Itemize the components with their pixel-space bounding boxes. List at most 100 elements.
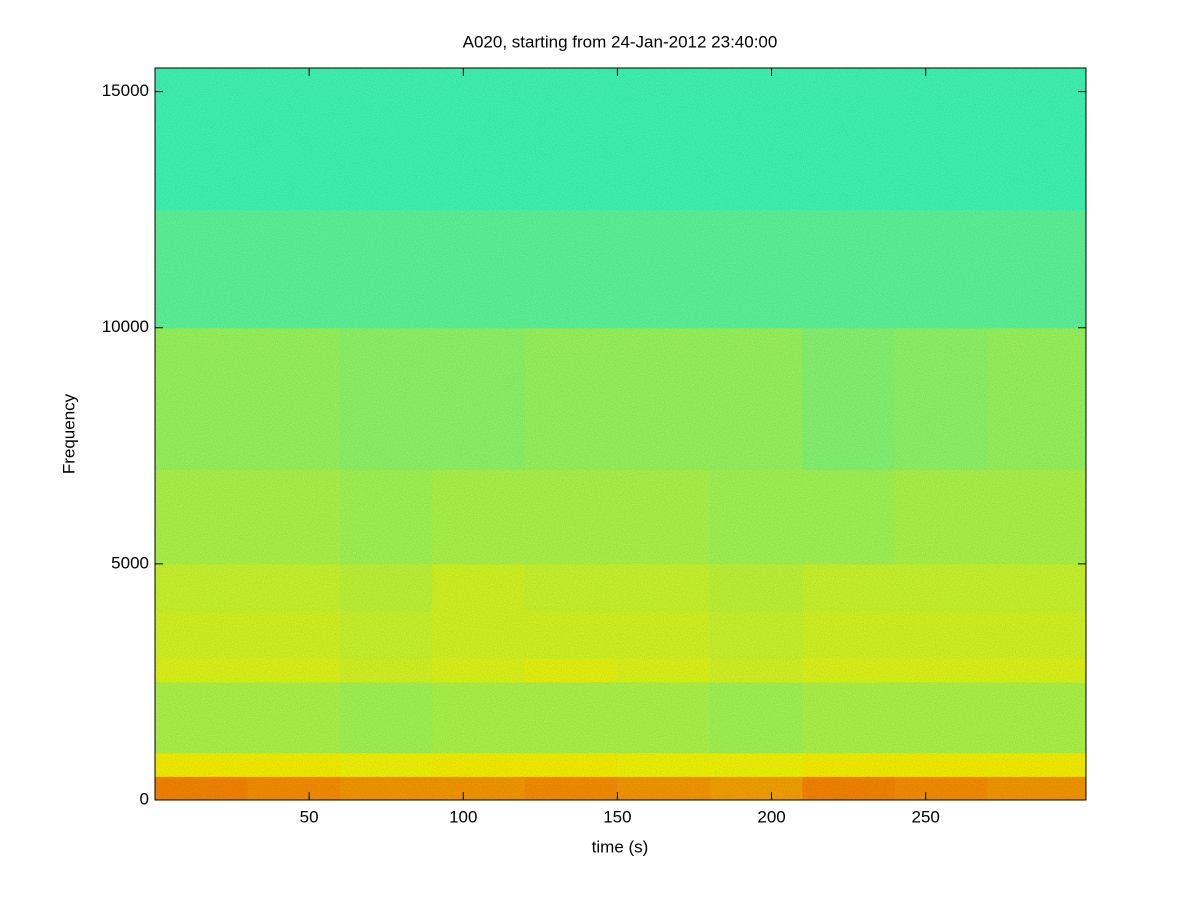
spectrogram-cell — [155, 752, 248, 777]
spectrogram-cell — [894, 658, 988, 683]
spectrogram-cell — [802, 469, 896, 565]
x-tick-label: 100 — [449, 807, 477, 826]
spectrogram-cell — [802, 327, 896, 470]
spectrogram-cell — [894, 209, 988, 329]
spectrogram-cell — [802, 563, 896, 612]
spectrogram-cell — [155, 68, 248, 211]
spectrogram-cell — [617, 563, 711, 612]
spectrogram-cell — [524, 469, 618, 565]
spectrogram-cell — [617, 658, 711, 683]
spectrogram-cell — [894, 752, 988, 777]
spectrogram-cell — [894, 681, 988, 754]
spectrogram-cell — [524, 752, 618, 777]
spectrogram-cell — [894, 469, 988, 565]
spectrogram-cell — [247, 776, 341, 801]
y-tick-label: 10000 — [102, 317, 149, 336]
spectrogram-cell — [432, 658, 526, 683]
spectrogram-cell — [894, 68, 988, 211]
spectrogram-cell — [339, 563, 433, 612]
spectrogram-cell — [524, 327, 618, 470]
spectrogram-cell — [987, 752, 1087, 777]
spectrogram-cell — [709, 658, 803, 683]
spectrogram-cell — [247, 752, 341, 777]
spectrogram-cell — [894, 611, 988, 659]
spectrogram-cell — [247, 68, 341, 211]
spectrogram-cell — [339, 611, 433, 659]
spectrogram-cell — [617, 469, 711, 565]
spectrogram-cell — [617, 752, 711, 777]
spectrogram-cell — [432, 776, 526, 801]
spectrogram-cell — [987, 327, 1087, 470]
spectrogram-cell — [617, 776, 711, 801]
spectrogram-cell — [617, 681, 711, 754]
spectrogram-cell — [709, 752, 803, 777]
spectrogram-cell — [247, 469, 341, 565]
spectrogram-cell — [987, 611, 1087, 659]
spectrogram-cell — [709, 209, 803, 329]
spectrogram-cell — [709, 611, 803, 659]
spectrogram-cell — [524, 68, 618, 211]
spectrogram-cell — [155, 563, 248, 612]
spectrogram-cell — [432, 469, 526, 565]
spectrogram-cell — [709, 776, 803, 801]
spectrogram-cell — [247, 209, 341, 329]
spectrogram-cell — [432, 327, 526, 470]
chart-title: A020, starting from 24-Jan-2012 23:40:00 — [463, 32, 778, 51]
spectrogram-cell — [247, 658, 341, 683]
plot-frame — [154, 67, 1087, 801]
spectrogram-cell — [339, 658, 433, 683]
spectrogram-cell — [524, 658, 618, 683]
spectrogram-cell — [617, 611, 711, 659]
spectrogram-cell — [432, 752, 526, 777]
spectrogram-cell — [802, 68, 896, 211]
spectrogram-cell — [987, 469, 1087, 565]
x-tick-label: 150 — [603, 807, 631, 826]
spectrogram-cell — [155, 776, 248, 801]
spectrogram-cell — [617, 209, 711, 329]
spectrogram-cell — [339, 776, 433, 801]
spectrogram-cell — [894, 327, 988, 470]
x-tick-label: 50 — [300, 807, 319, 826]
spectrogram-cell — [524, 681, 618, 754]
x-tick-label: 250 — [912, 807, 940, 826]
spectrogram-cell — [432, 611, 526, 659]
spectrogram-cell — [709, 681, 803, 754]
spectrogram-cell — [894, 776, 988, 801]
y-tick-label: 0 — [140, 789, 149, 808]
spectrogram-cell — [709, 68, 803, 211]
x-tick-label: 200 — [757, 807, 785, 826]
spectrogram-cell — [247, 327, 341, 470]
spectrogram-cell — [894, 563, 988, 612]
spectrogram-cell — [802, 611, 896, 659]
spectrogram-cell — [155, 327, 248, 470]
spectrogram-cell — [155, 209, 248, 329]
y-tick-label: 5000 — [111, 553, 149, 572]
spectrogram-cell — [524, 776, 618, 801]
spectrogram-cell — [432, 209, 526, 329]
spectrogram-cell — [339, 681, 433, 754]
spectrogram-cell — [247, 611, 341, 659]
spectrogram-cell — [247, 563, 341, 612]
spectrogram-cell — [617, 68, 711, 211]
spectrogram-cell — [802, 681, 896, 754]
spectrogram-cell — [524, 563, 618, 612]
y-tick-label: 15000 — [102, 81, 149, 100]
spectrogram-cell — [339, 209, 433, 329]
spectrogram-cell — [987, 209, 1087, 329]
spectrogram-cell — [155, 658, 248, 683]
spectrogram-cell — [524, 209, 618, 329]
spectrogram-cell — [987, 68, 1087, 211]
spectrogram-cell — [339, 752, 433, 777]
spectrogram-cell — [709, 469, 803, 565]
spectrogram-cells — [155, 68, 1087, 801]
spectrogram-cell — [155, 611, 248, 659]
spectrogram-cell — [339, 68, 433, 211]
spectrogram-cell — [432, 563, 526, 612]
spectrogram-cell — [987, 658, 1087, 683]
spectrogram-cell — [339, 469, 433, 565]
spectrogram-cell — [709, 327, 803, 470]
y-axis-label: Frequency — [59, 393, 78, 474]
spectrogram-cell — [987, 563, 1087, 612]
spectrogram-cell — [987, 776, 1087, 801]
